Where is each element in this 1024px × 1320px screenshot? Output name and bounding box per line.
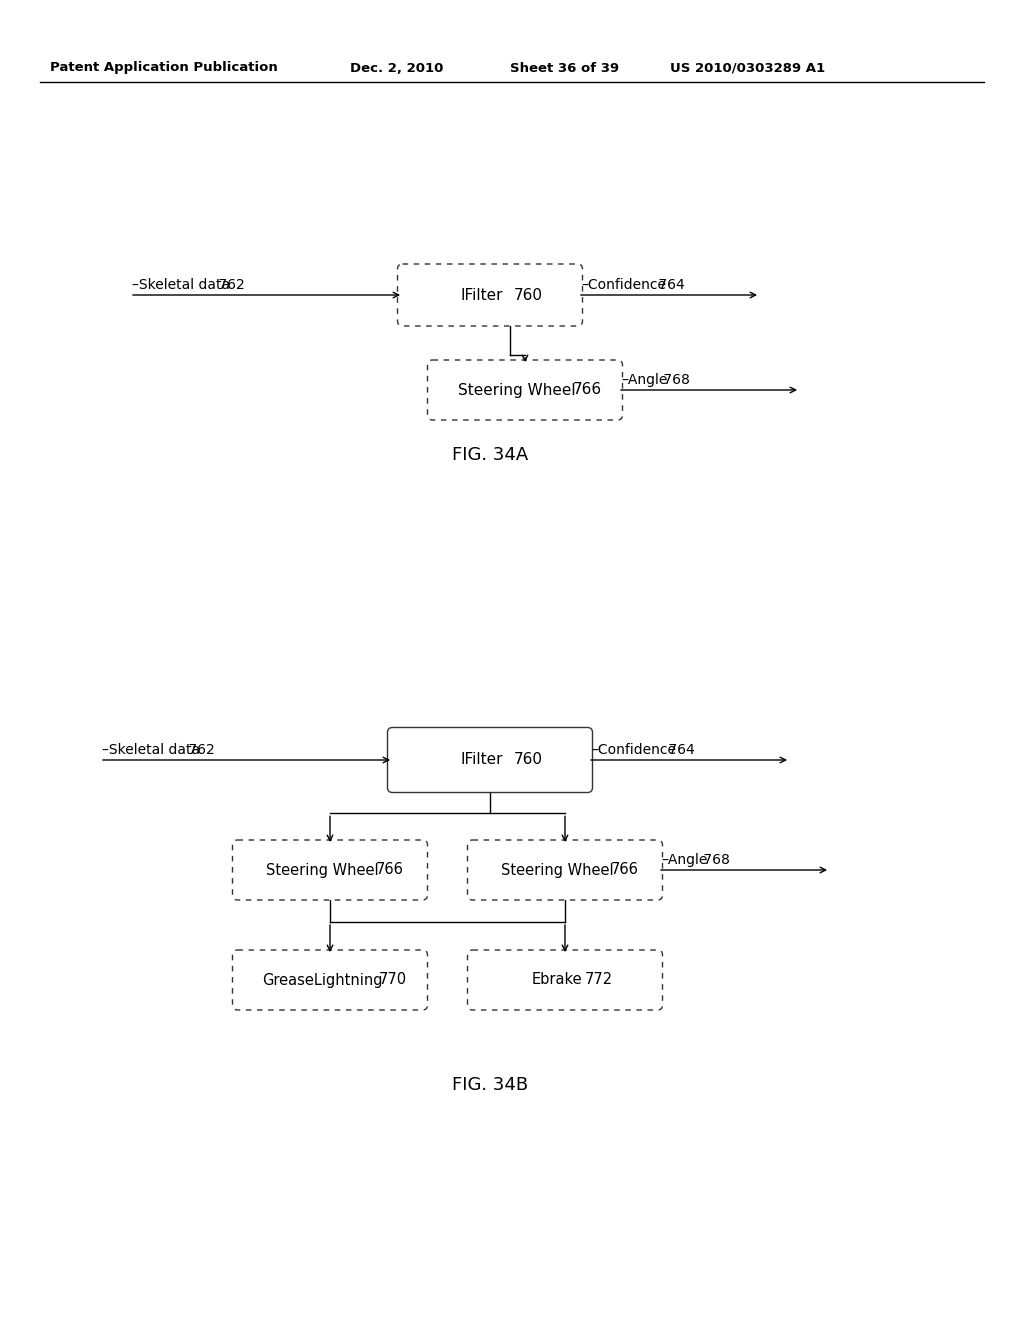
Text: 768: 768	[699, 853, 730, 867]
FancyBboxPatch shape	[232, 840, 427, 900]
Text: 766: 766	[610, 862, 638, 878]
Text: GreaseLightning: GreaseLightning	[262, 973, 382, 987]
Text: Steering Wheel: Steering Wheel	[501, 862, 613, 878]
FancyBboxPatch shape	[427, 360, 623, 420]
Text: Sheet 36 of 39: Sheet 36 of 39	[510, 62, 620, 74]
Text: Ebrake: Ebrake	[531, 973, 583, 987]
Text: 762: 762	[184, 743, 215, 756]
Text: US 2010/0303289 A1: US 2010/0303289 A1	[670, 62, 825, 74]
Text: 764: 764	[664, 743, 694, 756]
Text: Dec. 2, 2010: Dec. 2, 2010	[350, 62, 443, 74]
Text: –Angle: –Angle	[662, 853, 708, 867]
FancyBboxPatch shape	[387, 727, 593, 792]
Text: 762: 762	[214, 279, 245, 292]
Text: 764: 764	[654, 279, 685, 292]
Text: –Confidence: –Confidence	[591, 743, 676, 756]
Text: –Angle: –Angle	[621, 374, 668, 387]
Text: IFilter: IFilter	[461, 288, 503, 302]
FancyBboxPatch shape	[397, 264, 583, 326]
FancyBboxPatch shape	[468, 950, 663, 1010]
Text: Steering Wheel: Steering Wheel	[265, 862, 378, 878]
Text: IFilter: IFilter	[461, 752, 503, 767]
Text: 766: 766	[572, 383, 602, 397]
Text: FIG. 34A: FIG. 34A	[452, 446, 528, 465]
Text: 766: 766	[376, 862, 403, 878]
Text: –Confidence: –Confidence	[581, 279, 666, 292]
Text: FIG. 34B: FIG. 34B	[452, 1076, 528, 1094]
Text: 770: 770	[379, 973, 407, 987]
Text: Patent Application Publication: Patent Application Publication	[50, 62, 278, 74]
Text: –Skeletal data: –Skeletal data	[102, 743, 200, 756]
Text: –Skeletal data: –Skeletal data	[132, 279, 230, 292]
Text: 760: 760	[514, 288, 543, 302]
Text: 768: 768	[659, 374, 690, 387]
FancyBboxPatch shape	[468, 840, 663, 900]
FancyBboxPatch shape	[232, 950, 427, 1010]
Text: Steering Wheel: Steering Wheel	[458, 383, 575, 397]
Text: 772: 772	[585, 973, 612, 987]
Text: 760: 760	[514, 752, 543, 767]
